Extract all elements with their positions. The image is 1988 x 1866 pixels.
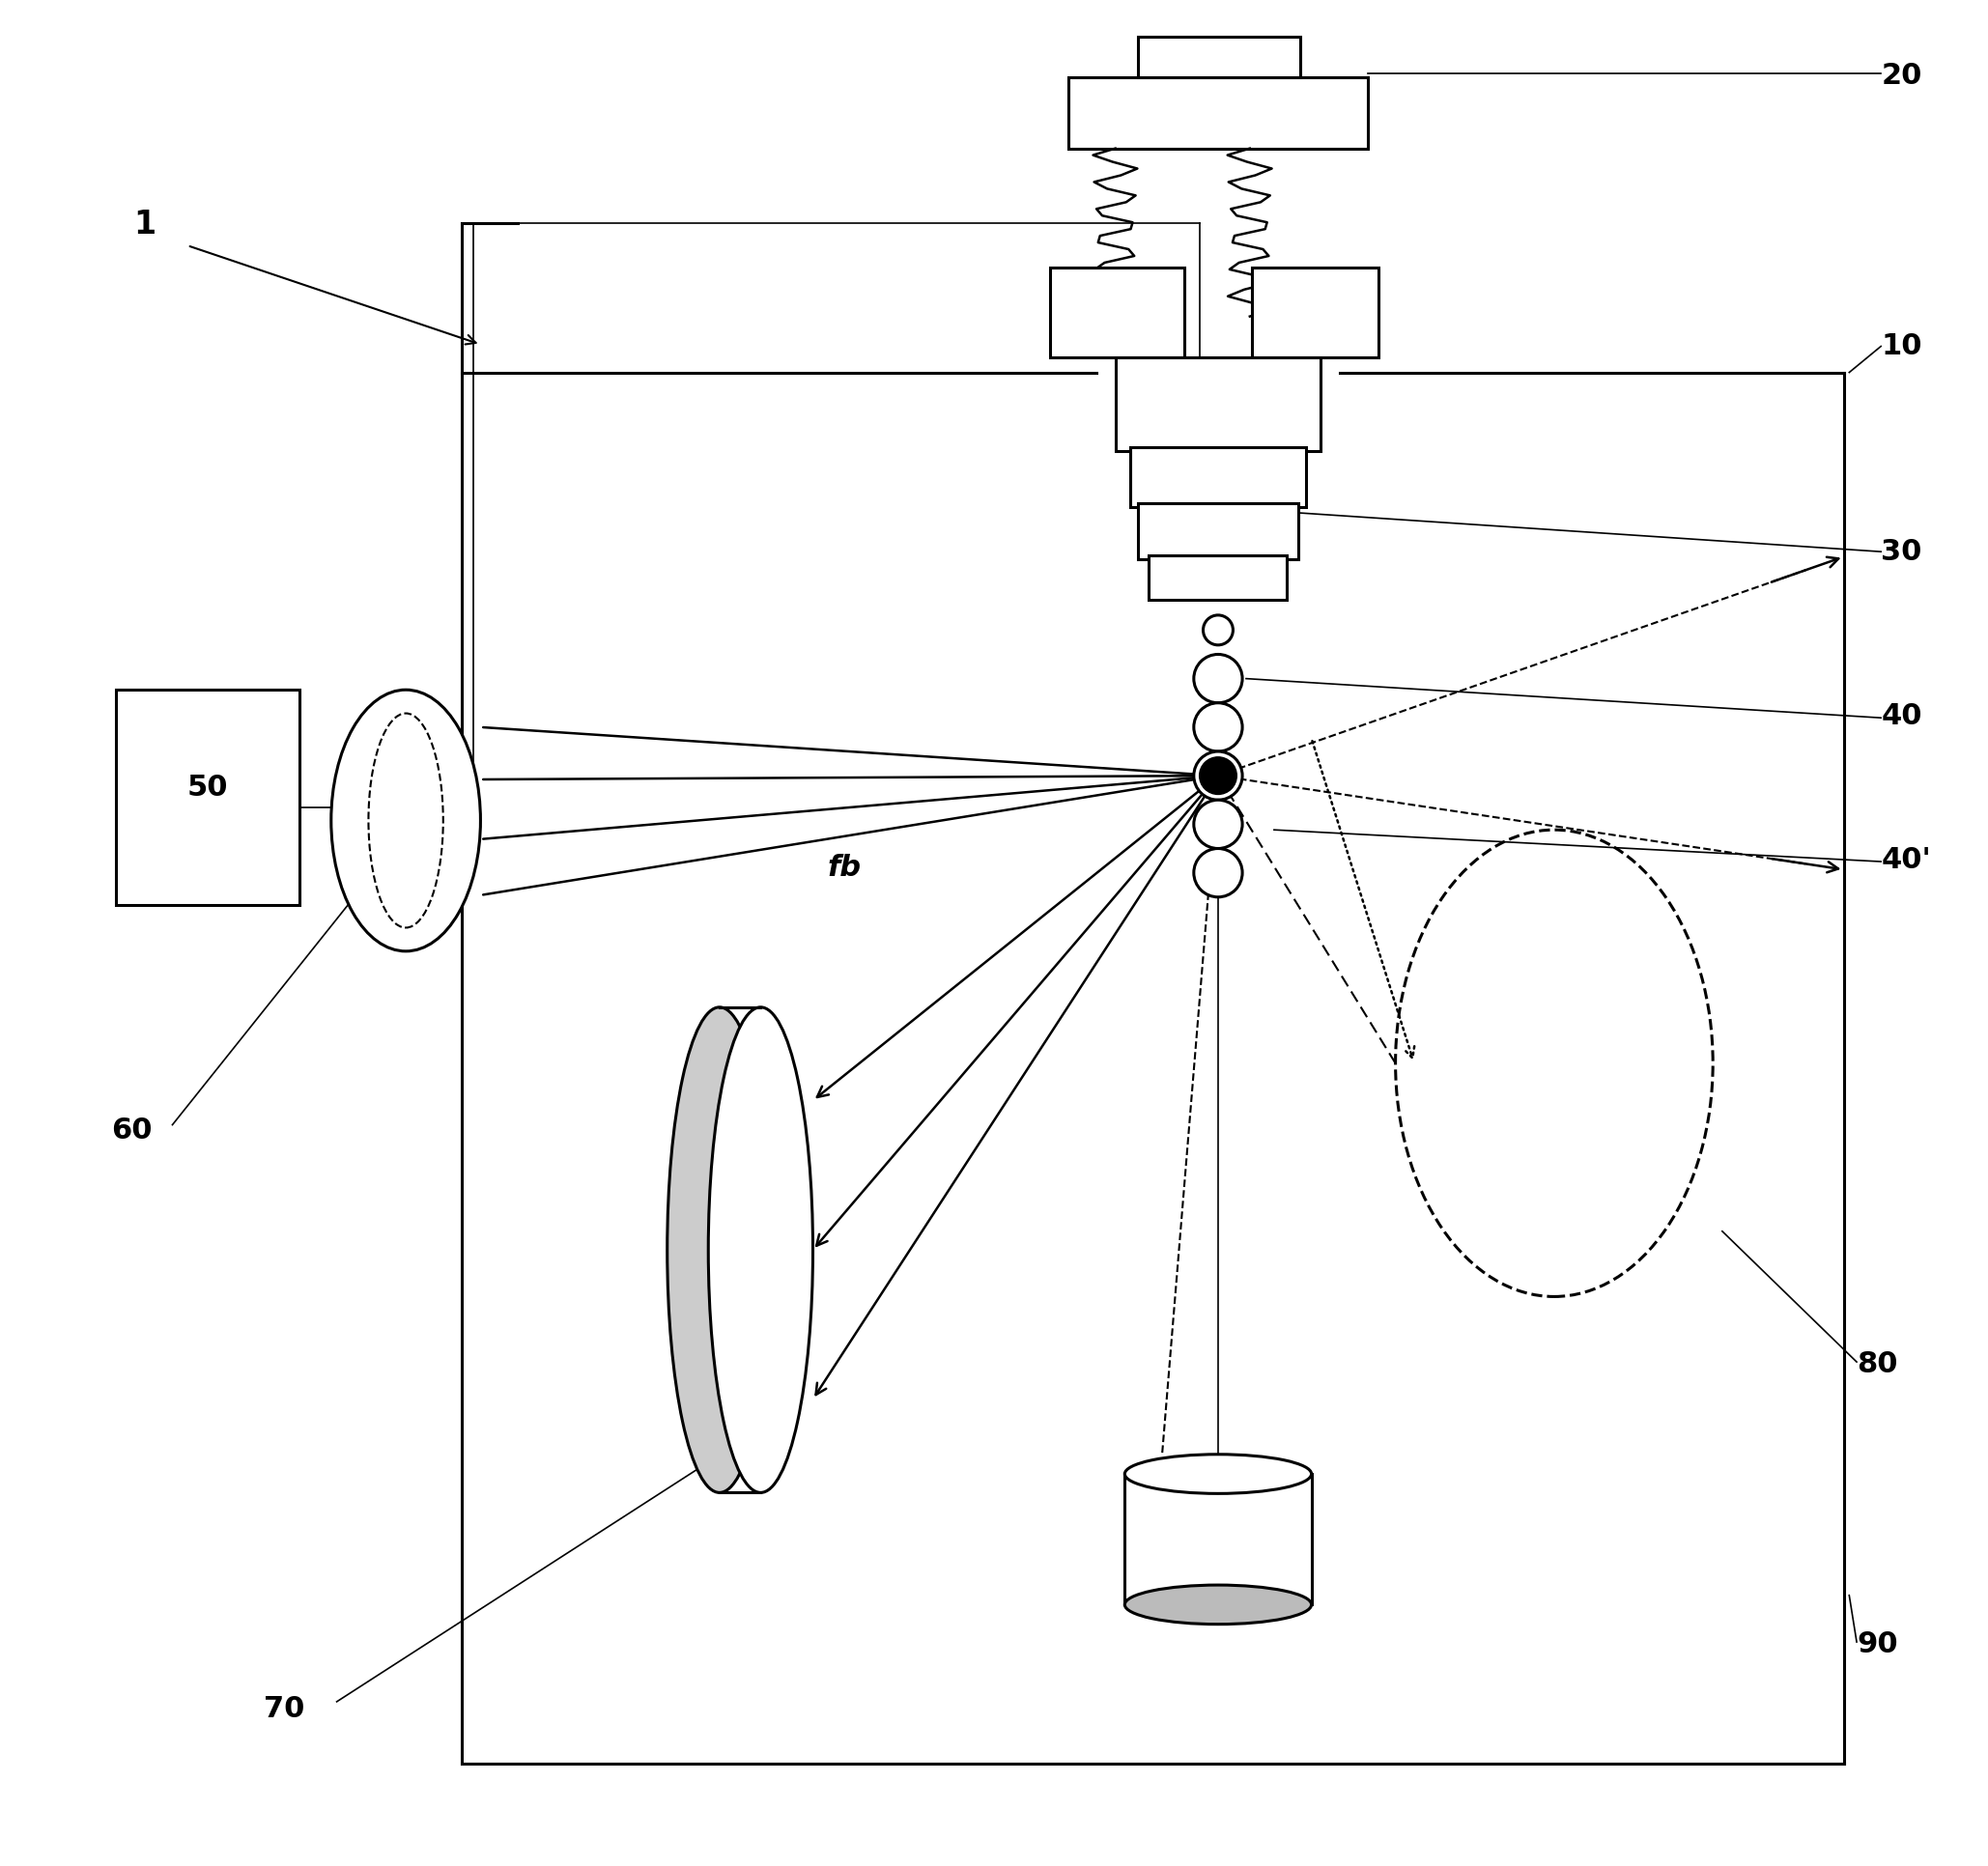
- Circle shape: [1195, 849, 1242, 898]
- Circle shape: [1195, 703, 1242, 752]
- Bar: [1137, 504, 1298, 560]
- Circle shape: [1195, 752, 1242, 801]
- Bar: [1137, 37, 1300, 78]
- Ellipse shape: [1125, 1586, 1312, 1623]
- Circle shape: [1195, 655, 1242, 703]
- Ellipse shape: [668, 1008, 771, 1493]
- Bar: [117, 690, 300, 905]
- Bar: [1131, 448, 1306, 508]
- Bar: [1149, 556, 1286, 601]
- Text: fb: fb: [827, 853, 861, 883]
- Ellipse shape: [708, 1008, 813, 1493]
- Text: 30: 30: [1881, 537, 1922, 565]
- Ellipse shape: [1125, 1455, 1312, 1493]
- Bar: [1252, 269, 1378, 358]
- Circle shape: [1195, 801, 1242, 849]
- Text: 90: 90: [1857, 1629, 1899, 1657]
- Bar: [1125, 1474, 1312, 1605]
- Bar: [1050, 269, 1185, 358]
- Ellipse shape: [332, 690, 481, 952]
- Text: 60: 60: [111, 1116, 151, 1144]
- Circle shape: [1199, 758, 1237, 795]
- Text: 50: 50: [187, 773, 229, 801]
- Text: 10: 10: [1881, 332, 1922, 360]
- Text: 70: 70: [264, 1694, 304, 1722]
- Text: 1: 1: [133, 209, 155, 241]
- Text: 40': 40': [1881, 845, 1930, 873]
- Text: 20: 20: [1881, 62, 1922, 90]
- Bar: [1115, 358, 1320, 452]
- Text: 80: 80: [1857, 1349, 1899, 1377]
- Circle shape: [1203, 616, 1233, 646]
- Bar: [1070, 78, 1368, 149]
- Text: 40: 40: [1881, 702, 1922, 730]
